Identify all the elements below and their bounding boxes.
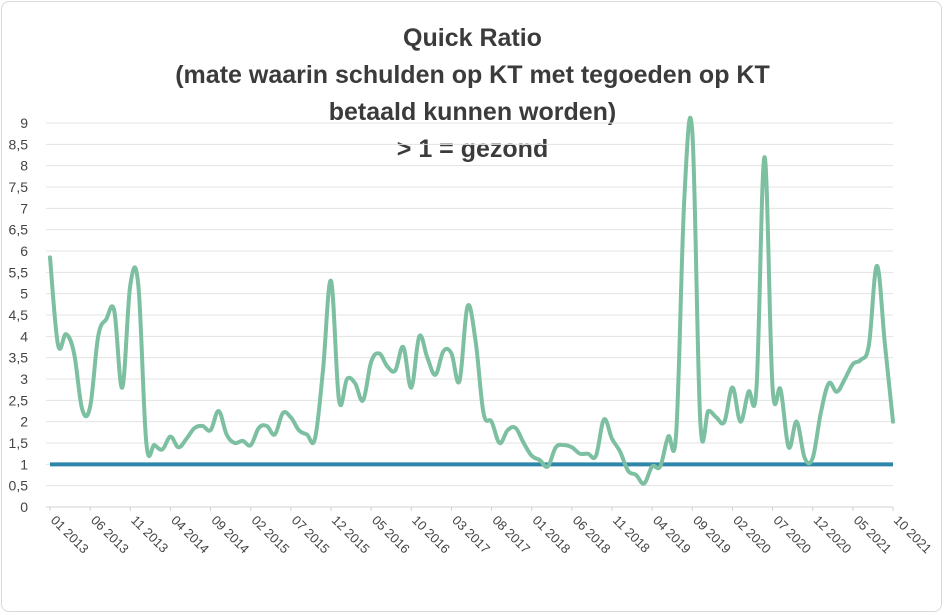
x-tick-label: 09 2019 [690,513,734,557]
quick-ratio-series-line [48,115,895,486]
y-tick-label: 5 [20,286,28,302]
y-tick-label: 0 [20,499,28,515]
y-tick-label: 3,5 [9,350,29,366]
x-tick-label: 11 2018 [610,513,653,556]
x-tick-label: 04 2014 [168,513,212,557]
x-tick-label: 12 2020 [811,513,855,557]
x-tick-label: 07 2015 [289,513,333,557]
y-tick-label: 2,5 [9,392,29,408]
title-line-4: > 1 = gezond [396,135,549,163]
y-tick-label: 1 [20,456,28,472]
y-tick-label: 1,5 [9,435,29,451]
series-layer [48,115,895,486]
x-tick-label: 08 2017 [489,513,533,557]
y-tick-label: 6 [20,243,28,259]
y-axis: 0 0,5 1 1,5 2 2,5 3 3,5 4 4,5 5 5,5 6 6,5 7 7,5 8 8,5 9 [9,115,29,515]
y-tick-label: 5,5 [9,264,29,280]
x-tick-label: 10 2016 [409,513,453,557]
y-tick-label: 3 [20,371,28,387]
x-tick-label: 01 2018 [530,513,574,557]
x-tick-label: 07 2020 [770,513,814,557]
x-tick-label: 12 2015 [329,513,373,557]
x-tick-label: 01 2013 [48,513,92,557]
title-line-1: Quick Ratio [403,24,542,52]
title-line-3: betaald kunnen worden) [328,98,617,126]
y-tick-label: 4 [20,328,28,344]
y-tick-label: 6,5 [9,222,29,238]
x-tick-label: 02 2020 [730,513,774,557]
y-tick-label: 8 [20,158,28,174]
x-tick-label: 02 2015 [249,513,293,557]
y-tick-label: 4,5 [9,307,29,323]
x-tick-label: 05 2021 [851,513,895,557]
x-tick-label: 03 2017 [449,513,493,557]
x-tick-label: 09 2014 [208,513,252,557]
x-tick-label: 06 2018 [570,513,614,557]
y-tick-label: 8,5 [9,136,29,152]
y-tick-label: 7 [20,200,28,216]
y-tick-label: 9 [20,115,28,131]
x-tick-label: 04 2019 [650,513,694,557]
y-tick-label: 2 [20,414,28,430]
x-tick-label: 06 2013 [88,513,132,557]
y-tick-label: 0,5 [9,478,29,494]
y-tick-label: 7,5 [9,179,29,195]
x-tick-label: 05 2016 [369,513,413,557]
title-line-2: (mate waarin schulden op KT met tegoeden… [175,61,770,89]
x-tick-label: 11 2013 [128,513,171,556]
chart-title: Quick Ratio (mate waarin schulden op KT … [0,20,945,168]
x-tick-label: 10 2021 [891,513,935,557]
